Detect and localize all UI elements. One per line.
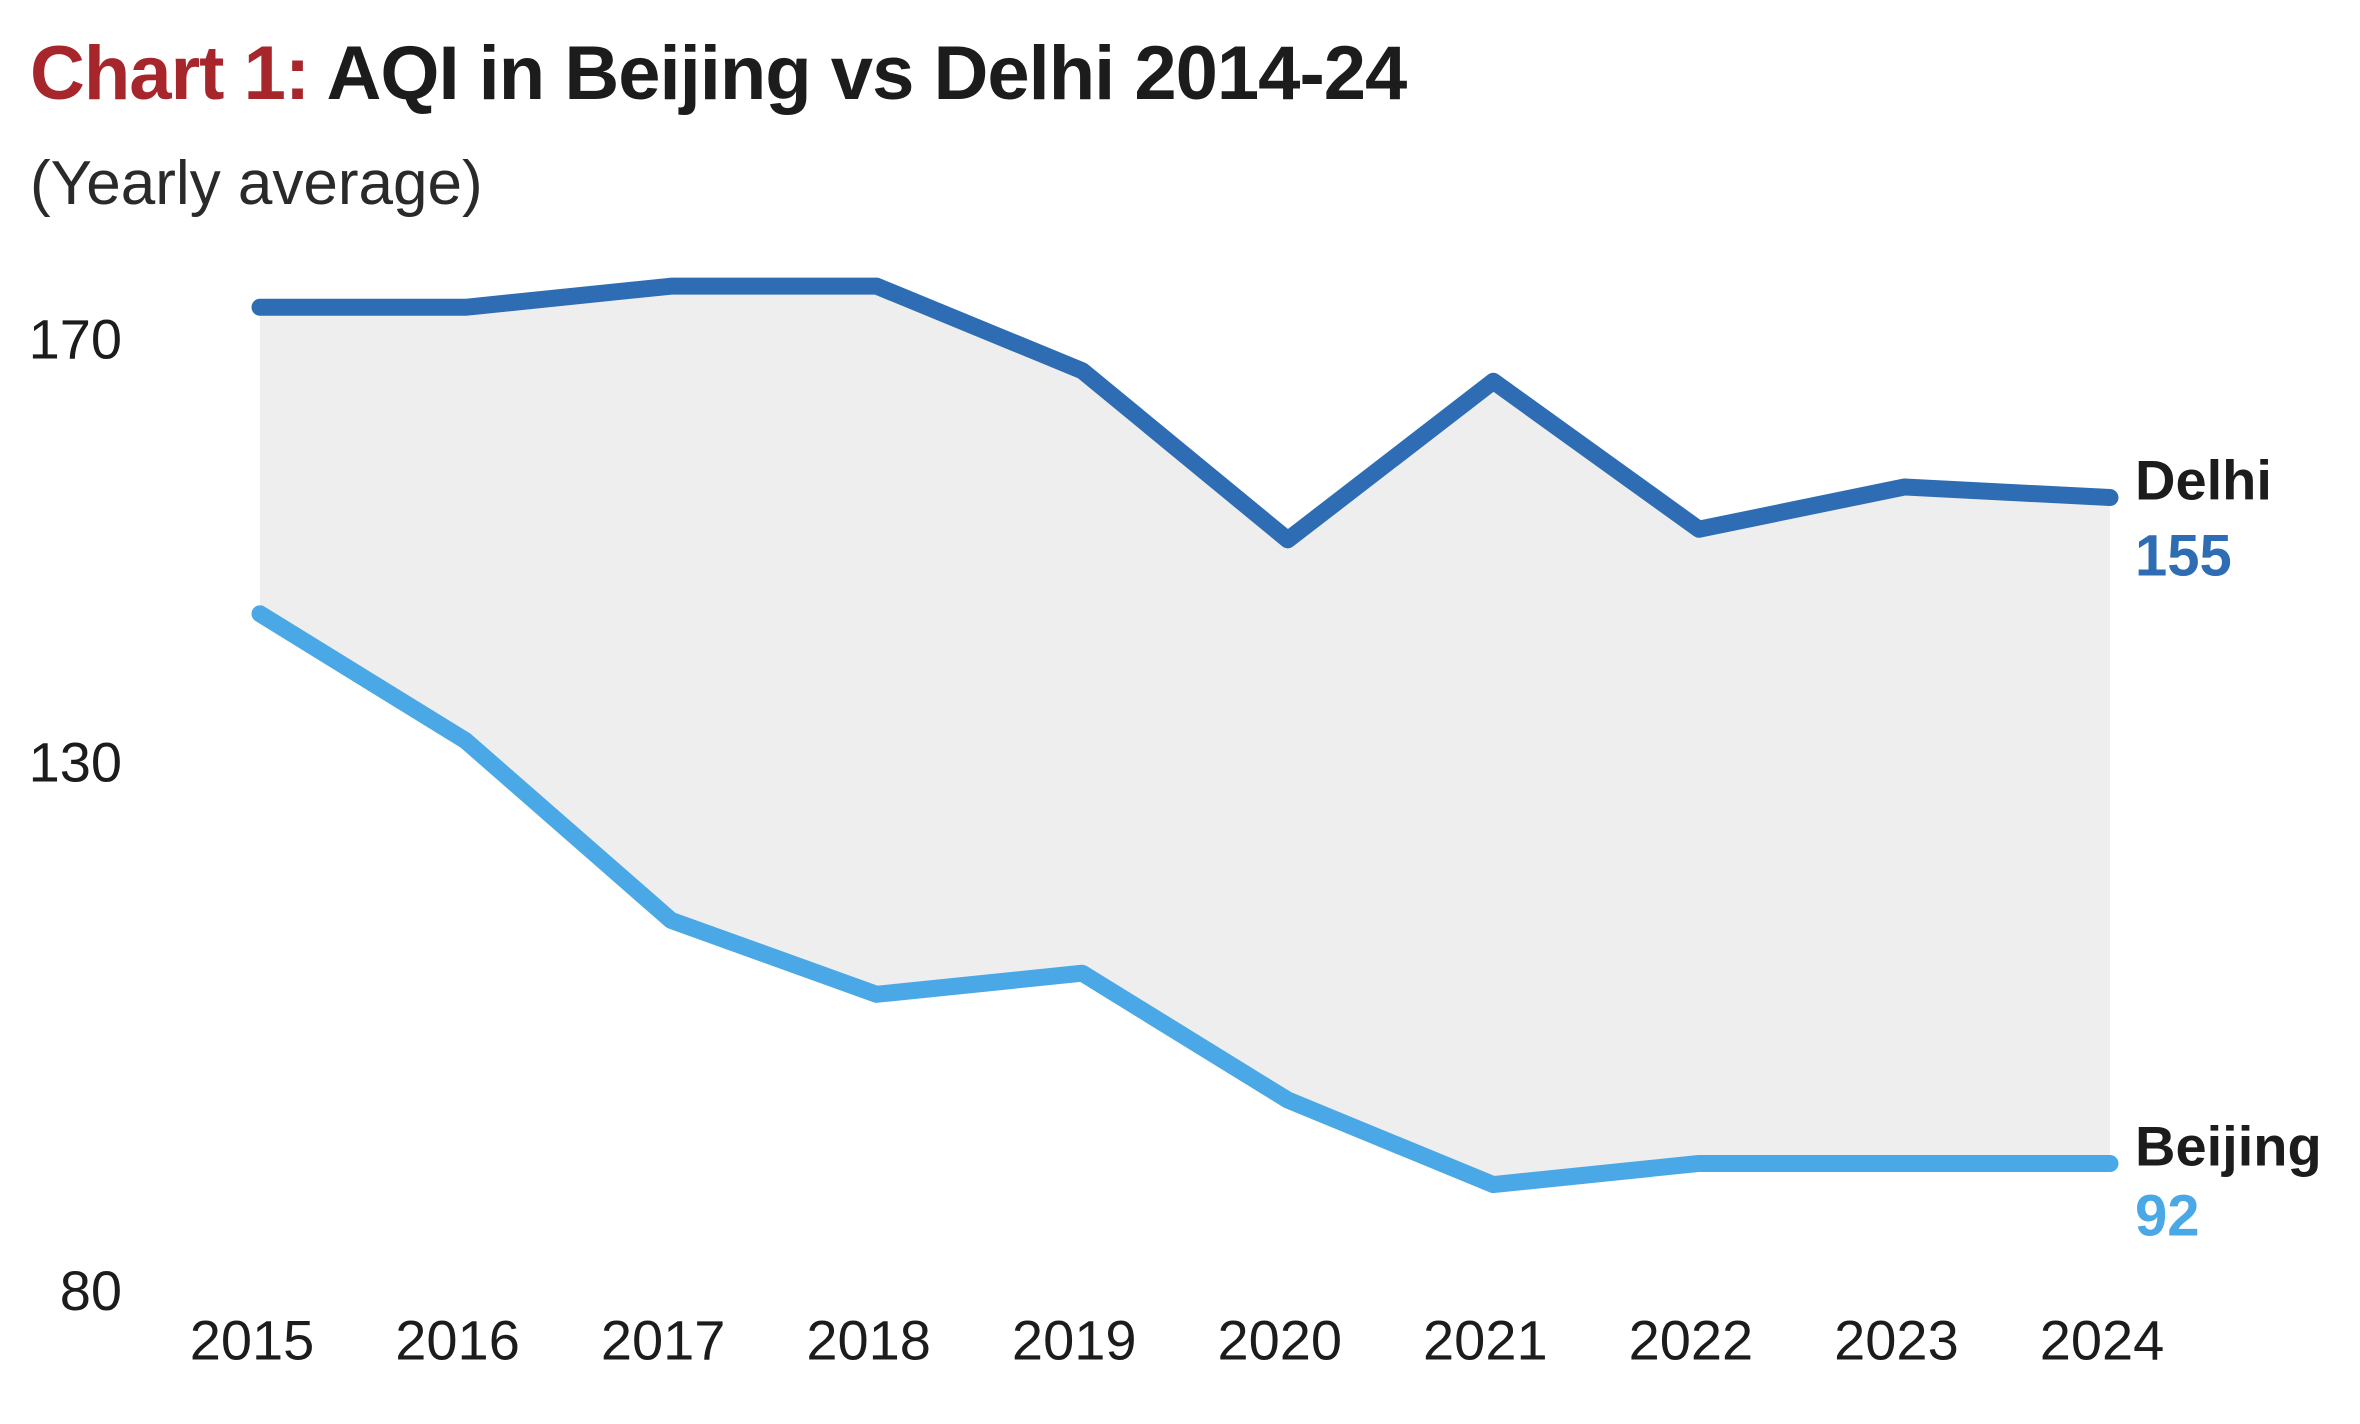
x-tick-label: 2016 bbox=[395, 1309, 520, 1372]
gap-area bbox=[260, 286, 2110, 1185]
chart-title-prefix: Chart 1: bbox=[30, 31, 310, 116]
series-line-beijing bbox=[251, 605, 2119, 1194]
chart-title-main: AQI in Beijing vs Delhi 2014-24 bbox=[326, 31, 1407, 116]
end-label-name-beijing: Beijing bbox=[2135, 1115, 2322, 1178]
x-tick-label: 2022 bbox=[1629, 1309, 1754, 1372]
y-tick-label: 80 bbox=[60, 1259, 122, 1322]
series-line-delhi bbox=[251, 277, 2119, 549]
x-tick-label: 2023 bbox=[1834, 1309, 1959, 1372]
end-label-name-delhi: Delhi bbox=[2135, 449, 2272, 512]
x-tick-label: 2020 bbox=[1217, 1309, 1342, 1372]
chart-title: Chart 1: AQI in Beijing vs Delhi 2014-24 bbox=[30, 30, 1407, 117]
x-axis: 2015 2016 2017 2018 2019 2020 2021 2022 2023 2024 bbox=[190, 1309, 2165, 1372]
chart-subtitle: (Yearly average) bbox=[30, 149, 483, 218]
x-tick-label: 2017 bbox=[601, 1309, 726, 1372]
end-label-value-delhi: 155 bbox=[2135, 524, 2232, 589]
line-layer bbox=[251, 277, 2119, 1194]
x-tick-label: 2021 bbox=[1423, 1309, 1548, 1372]
y-axis: 170 130 80 bbox=[29, 308, 122, 1322]
end-label-value-beijing: 92 bbox=[2135, 1184, 2200, 1249]
y-tick-label: 130 bbox=[29, 730, 122, 793]
x-tick-label: 2015 bbox=[190, 1309, 315, 1372]
y-tick-label: 170 bbox=[29, 308, 122, 371]
x-tick-label: 2024 bbox=[2040, 1309, 2165, 1372]
x-tick-label: 2018 bbox=[806, 1309, 931, 1372]
x-tick-label: 2019 bbox=[1012, 1309, 1137, 1372]
area-layer bbox=[260, 286, 2110, 1185]
